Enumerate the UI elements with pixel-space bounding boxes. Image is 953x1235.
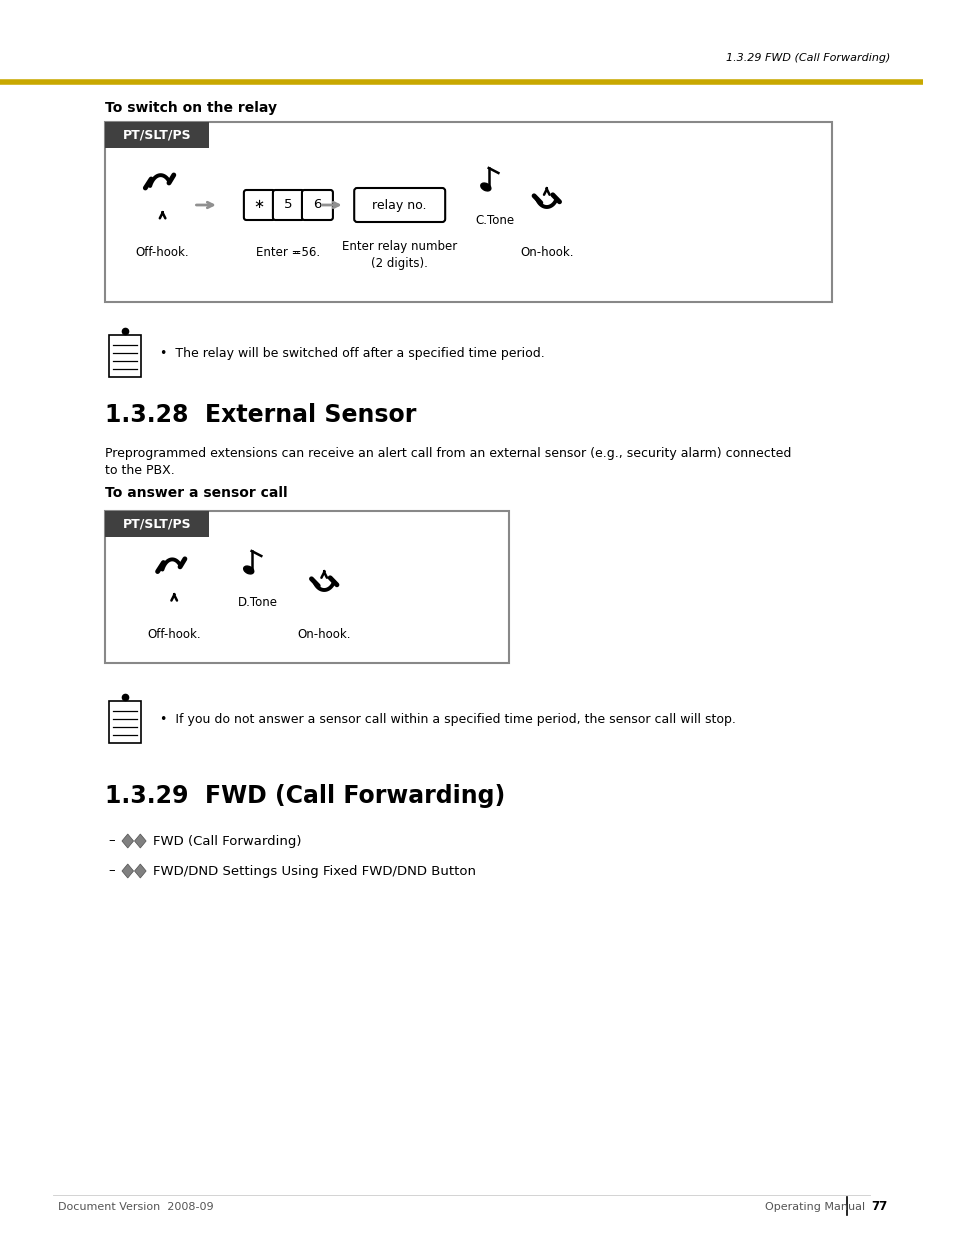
Polygon shape	[122, 834, 133, 848]
Text: To switch on the relay: To switch on the relay	[105, 101, 276, 115]
Text: to the PBX.: to the PBX.	[105, 463, 174, 477]
Text: Off-hook.: Off-hook.	[135, 246, 190, 258]
Text: Document Version  2008-09: Document Version 2008-09	[58, 1202, 213, 1212]
FancyBboxPatch shape	[105, 511, 509, 663]
FancyBboxPatch shape	[110, 335, 141, 377]
Text: 1.3.29 FWD (Call Forwarding): 1.3.29 FWD (Call Forwarding)	[725, 53, 889, 63]
Text: On-hook.: On-hook.	[519, 246, 573, 258]
Text: PT/SLT/PS: PT/SLT/PS	[122, 517, 191, 531]
FancyBboxPatch shape	[105, 122, 209, 148]
Text: –: –	[109, 835, 115, 847]
Text: 1.3.28  External Sensor: 1.3.28 External Sensor	[105, 403, 416, 427]
Text: •  The relay will be switched off after a specified time period.: • The relay will be switched off after a…	[159, 347, 544, 359]
Text: 77: 77	[870, 1200, 886, 1214]
Text: 1.3.29  FWD (Call Forwarding): 1.3.29 FWD (Call Forwarding)	[105, 784, 504, 808]
Text: To answer a sensor call: To answer a sensor call	[105, 487, 287, 500]
Text: FWD (Call Forwarding): FWD (Call Forwarding)	[152, 835, 301, 847]
Text: ∗: ∗	[253, 199, 265, 211]
FancyBboxPatch shape	[105, 511, 209, 537]
FancyBboxPatch shape	[244, 190, 274, 220]
Text: PT/SLT/PS: PT/SLT/PS	[122, 128, 191, 142]
FancyBboxPatch shape	[273, 190, 304, 220]
Text: Enter relay number
(2 digits).: Enter relay number (2 digits).	[342, 240, 456, 270]
Text: FWD/DND Settings Using Fixed FWD/DND Button: FWD/DND Settings Using Fixed FWD/DND But…	[152, 864, 476, 878]
FancyBboxPatch shape	[354, 188, 445, 222]
Text: D.Tone: D.Tone	[237, 597, 277, 610]
Ellipse shape	[243, 566, 253, 574]
Text: Off-hook.: Off-hook.	[147, 629, 201, 641]
FancyBboxPatch shape	[302, 190, 333, 220]
Text: C.Tone: C.Tone	[475, 214, 514, 226]
Text: relay no.: relay no.	[372, 199, 427, 211]
Text: 5: 5	[284, 199, 293, 211]
Text: –: –	[109, 864, 115, 878]
Polygon shape	[134, 864, 146, 878]
Text: Preprogrammed extensions can receive an alert call from an external sensor (e.g.: Preprogrammed extensions can receive an …	[105, 447, 790, 459]
Polygon shape	[134, 834, 146, 848]
Polygon shape	[122, 864, 133, 878]
Text: 6: 6	[313, 199, 321, 211]
Text: On-hook.: On-hook.	[297, 629, 351, 641]
Text: Enter ≖56.: Enter ≖56.	[256, 246, 320, 258]
Ellipse shape	[480, 183, 491, 191]
FancyBboxPatch shape	[105, 122, 831, 303]
Text: Operating Manual: Operating Manual	[763, 1202, 863, 1212]
FancyBboxPatch shape	[110, 701, 141, 743]
Text: •  If you do not answer a sensor call within a specified time period, the sensor: • If you do not answer a sensor call wit…	[159, 713, 735, 725]
